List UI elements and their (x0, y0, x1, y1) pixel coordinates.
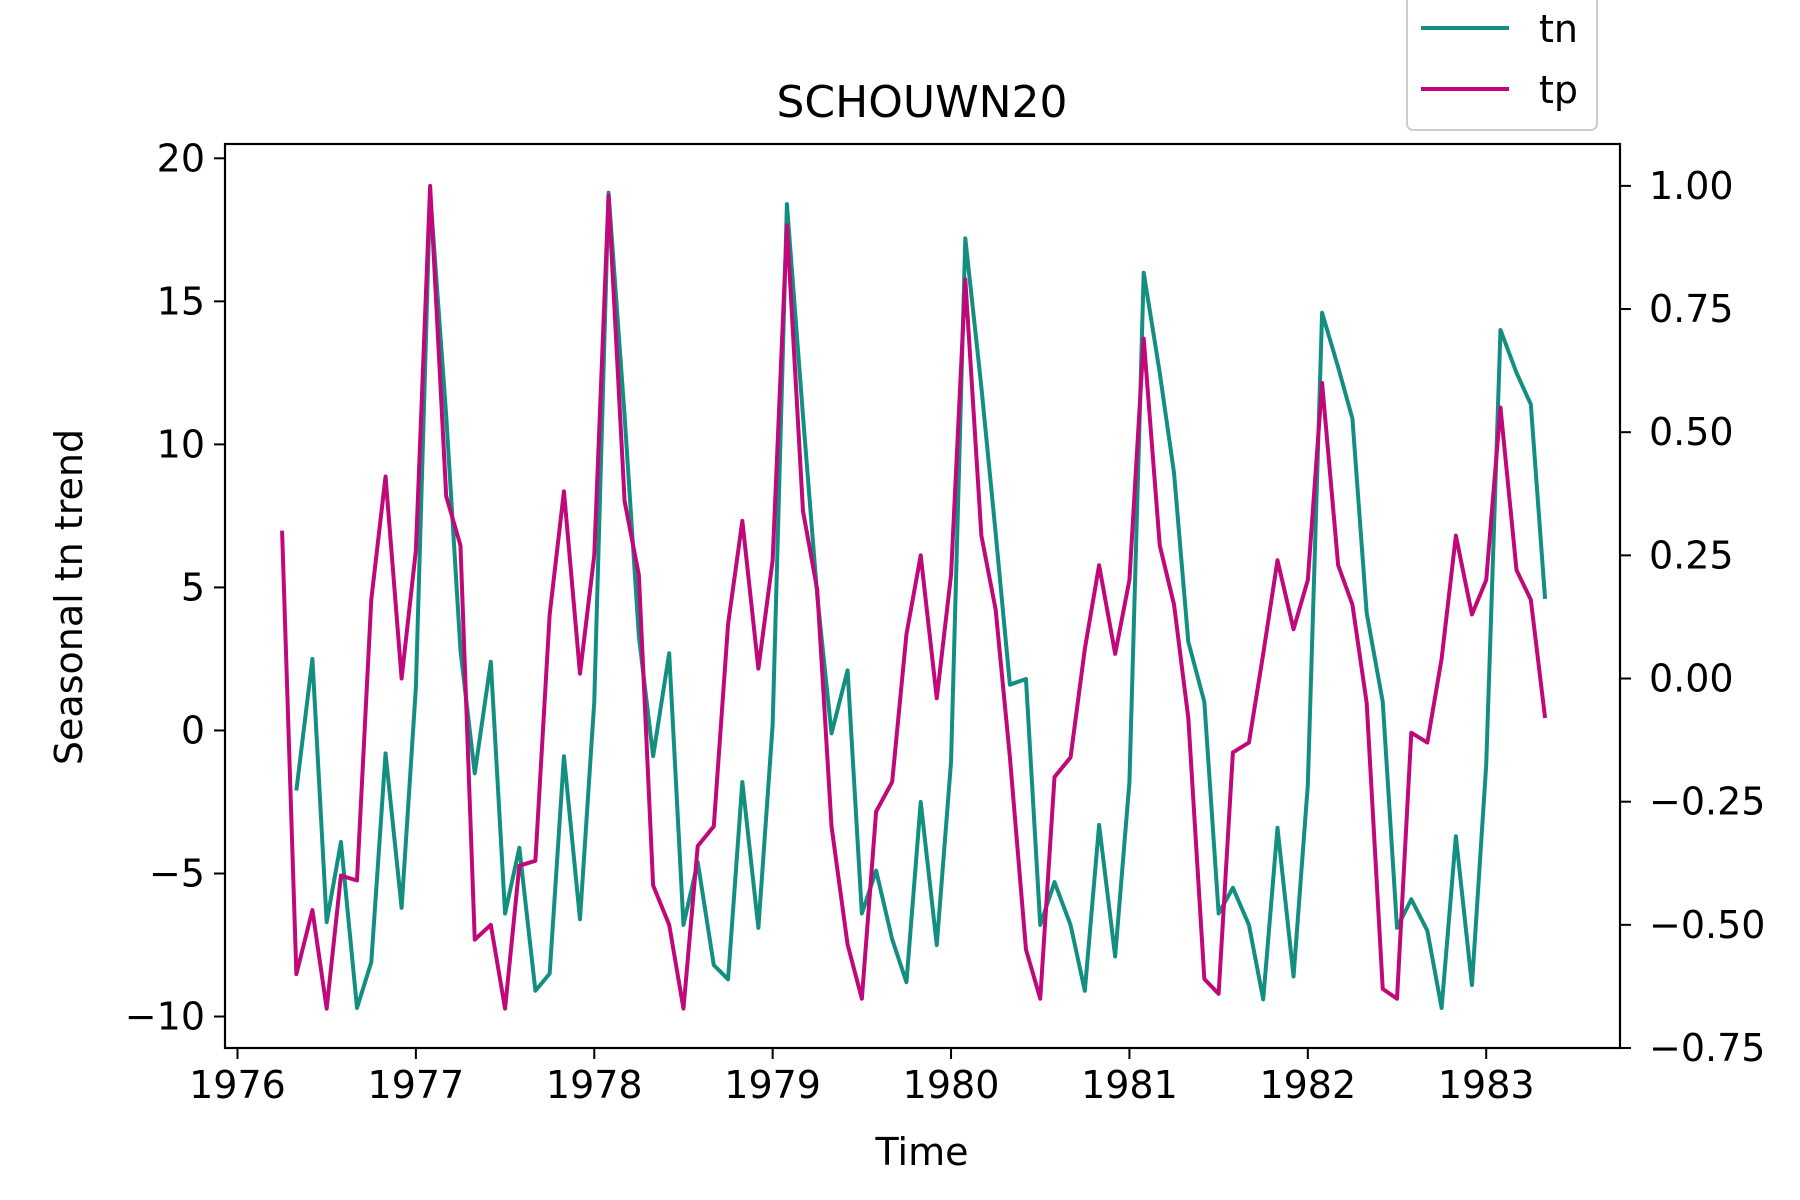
x-tick-label: 1982 (1259, 1063, 1356, 1107)
x-tick-label: 1978 (546, 1063, 643, 1107)
y-right-tick-label: 0.00 (1649, 657, 1734, 701)
legend-label-tn: tn (1539, 7, 1578, 51)
x-axis-ticks: 1976 1977 1978 1979 1980 1981 1982 1983 (189, 1048, 1535, 1107)
y-left-axis-ticks: −10 −5 0 5 10 15 20 (125, 136, 225, 1039)
x-tick-label: 1980 (903, 1063, 1000, 1107)
y-right-axis-ticks: −0.75 −0.50 −0.25 0.00 0.25 0.50 0.75 1.00 (1620, 164, 1765, 1070)
series-line-tn (294, 190, 1548, 1010)
y-left-tick-label: 15 (157, 279, 205, 323)
series-line-tp (280, 183, 1548, 1011)
x-tick-label: 1976 (189, 1063, 286, 1107)
y-left-tick-label: −5 (149, 851, 205, 895)
x-tick-label: 1979 (724, 1063, 821, 1107)
y-left-tick-label: 5 (181, 565, 205, 609)
legend-box (1406, 0, 1598, 131)
y-right-tick-label: 0.50 (1649, 410, 1734, 454)
y-left-tick-label: −10 (125, 995, 205, 1039)
x-axis-label: Time (875, 1130, 969, 1174)
plot-lines (280, 183, 1548, 1011)
x-tick-label: 1981 (1081, 1063, 1178, 1107)
x-tick-label: 1977 (368, 1063, 465, 1107)
y-right-tick-label: 0.75 (1649, 287, 1734, 331)
y-left-tick-label: 20 (157, 136, 205, 180)
y-right-tick-label: −0.25 (1649, 780, 1765, 824)
chart-title: SCHOUWN20 (777, 77, 1068, 128)
y-right-tick-label: −0.50 (1649, 903, 1765, 947)
y-right-tick-label: 1.00 (1649, 164, 1734, 208)
y-right-tick-label: −0.75 (1649, 1026, 1765, 1070)
x-tick-label: 1983 (1438, 1063, 1535, 1107)
legend: tn tp (1406, 0, 1598, 131)
y-left-tick-label: 10 (157, 422, 205, 466)
y-left-axis-label: Seasonal tn trend (47, 429, 91, 765)
plot-frame (223, 142, 1622, 1050)
y-right-tick-label: 0.25 (1649, 533, 1734, 577)
y-left-tick-label: 0 (181, 708, 205, 752)
legend-label-tp: tp (1539, 68, 1578, 112)
